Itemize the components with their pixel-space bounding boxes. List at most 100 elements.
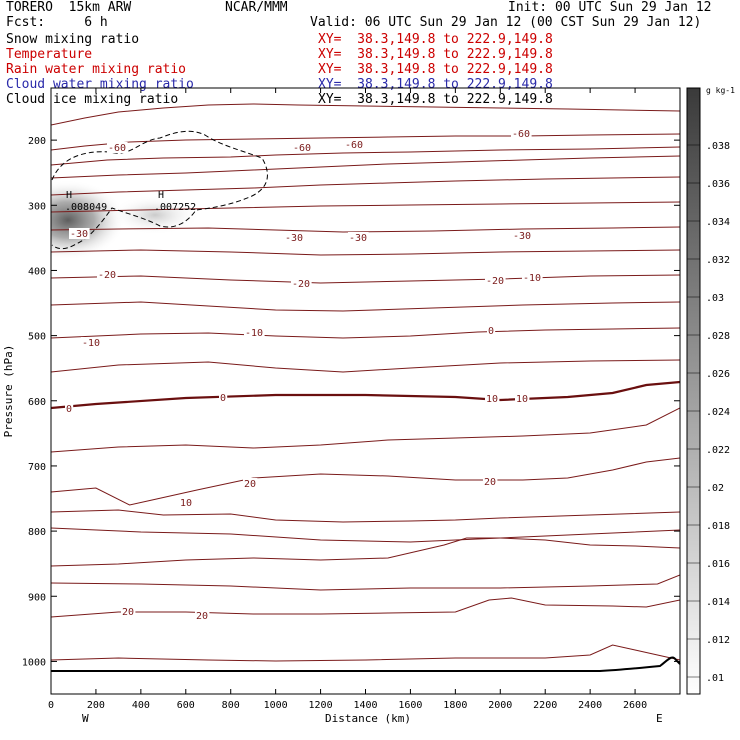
x-axis: 0 200 400 600 800 1000 1200 1400 1600 1800 2000 220…: [48, 88, 647, 711]
shade-max-central: [110, 195, 200, 235]
contour-label: 10: [180, 498, 192, 509]
contour-label: 20: [196, 611, 208, 622]
contour-label-bg: [291, 278, 312, 289]
contour-label: 10: [486, 394, 498, 405]
colorbar-ticks: .01 .012 .014 .016 .018 .02 .022 .024 .026 .028 .0…: [687, 141, 730, 684]
contour-label-bg: [522, 272, 543, 283]
contour-label-bg: [284, 232, 305, 243]
contour-label-bg: [292, 142, 313, 153]
colorbar: .01 .012 .014 .016 .018 .02 .022 .024 .026 .028 .0…: [686, 86, 735, 695]
temperature-isotherm: [51, 226, 680, 233]
max-value-west: .008049: [65, 202, 107, 213]
x-tick-label: 2000: [488, 700, 512, 711]
cloud-ice-contour: [51, 130, 268, 250]
temperature-isotherm: [51, 359, 680, 373]
colorbar-tick-label: .036: [706, 179, 730, 190]
contour-label-bg: [515, 393, 530, 404]
contour-label-bg: [179, 497, 194, 508]
x-axis-label: Distance (km): [325, 712, 411, 725]
temperature-isotherm: [51, 274, 680, 284]
colorbar-tick-label: .038: [706, 141, 730, 152]
colorbar-tick-label: .016: [706, 559, 730, 570]
contour-label: -60: [512, 129, 530, 140]
model-title: TORERO 15km ARW: [6, 0, 132, 15]
contour-label: 0: [488, 326, 494, 337]
contour-label: 20: [244, 479, 256, 490]
colorbar-tick-label: .024: [706, 407, 730, 418]
mixing-ratio-shading: [51, 180, 200, 260]
field-temperature-xy: XY= 38.3,149.8 to 222.9,149.8: [318, 47, 553, 62]
colorbar-unit: g kg-1: [706, 86, 735, 95]
x-tick-label: 2200: [533, 700, 557, 711]
contour-label: 20: [122, 607, 134, 618]
colorbar-tick-label: .032: [706, 255, 730, 266]
init-time: Init: 00 UTC Sun 29 Jan 12: [508, 0, 712, 15]
field-rain: Rain water mixing ratio: [6, 62, 187, 77]
field-cloud-ice: Cloud ice mixing ratio: [6, 92, 179, 107]
endpoint-east: E: [656, 712, 663, 725]
contour-label: -30: [513, 231, 531, 242]
temperature-isotherm: [51, 146, 680, 166]
contour-label-bg: [195, 610, 210, 621]
colorbar-tick-label: .028: [706, 331, 730, 342]
y-tick-label: 800: [28, 527, 46, 538]
contour-label: -30: [349, 233, 367, 244]
contour-label-bg: [512, 230, 533, 241]
endpoint-west: W: [82, 712, 89, 725]
contour-label-bg: [485, 393, 500, 404]
temperature-isotherm: [51, 103, 680, 126]
colorbar-tick-label: .03: [706, 293, 724, 304]
contour-label-bg: [121, 606, 136, 617]
contour-label-bg: [219, 392, 228, 403]
contour-label: -30: [70, 229, 88, 240]
temperature-isotherm: [51, 457, 680, 506]
contour-label: -60: [293, 143, 311, 154]
contour-label-bg: [69, 228, 90, 239]
contour-label: -10: [523, 273, 541, 284]
contour-label: 10: [516, 394, 528, 405]
colorbar-tick-label: .012: [706, 635, 730, 646]
contour-label-bg: [348, 232, 369, 243]
valid-time: Valid: 06 UTC Sun 29 Jan 12 (00 CST Sun …: [310, 15, 702, 30]
contour-label-bg: [65, 403, 74, 414]
x-tick-label: 1400: [353, 700, 377, 711]
contour-label: 20: [484, 477, 496, 488]
temperature-isotherm: [51, 176, 680, 196]
colorbar-tick-label: .01: [706, 673, 724, 684]
field-snow-xy: XY= 38.3,149.8 to 222.9,149.8: [318, 32, 553, 47]
temperature-isotherm: [51, 537, 680, 567]
contour-label: 0: [66, 404, 72, 415]
temperature-isotherm: [51, 597, 680, 618]
colorbar-tick-label: .026: [706, 369, 730, 380]
colorbar-tick-label: .018: [706, 521, 730, 532]
temperature-isotherm: [51, 407, 680, 453]
y-tick-label: 1000: [22, 657, 46, 668]
contour-label-bg: [243, 478, 258, 489]
y-tick-label: 200: [28, 136, 46, 147]
temperature-isotherm: [51, 301, 680, 312]
x-tick-label: 600: [177, 700, 195, 711]
y-axis-label: Pressure (hPa): [2, 345, 15, 438]
temperature-isotherm: [51, 509, 680, 523]
contour-label-bg: [244, 327, 265, 338]
y-tick-label: 400: [28, 266, 46, 277]
x-tick-label: 200: [87, 700, 105, 711]
field-snow: Snow mixing ratio: [6, 32, 140, 47]
colorbar-tick-label: .02: [706, 483, 724, 494]
terrain-line: [51, 656, 681, 672]
field-cloud-ice-xy: XY= 38.3,149.8 to 222.9,149.8: [318, 92, 553, 107]
temperature-isotherm: [51, 201, 680, 213]
contour-label: -20: [486, 276, 504, 287]
colorbar-tick-label: .014: [706, 597, 730, 608]
shade-max-west: [51, 180, 126, 260]
center-title: NCAR/MMM: [225, 0, 288, 15]
contour-label: -60: [108, 143, 126, 154]
contour-label-bg: [344, 139, 365, 150]
y-tick-label: 600: [28, 397, 46, 408]
contour-label: -20: [292, 279, 310, 290]
field-temperature: Temperature: [6, 47, 93, 62]
temperature-isotherm: [51, 327, 680, 339]
temperature-isotherm: [51, 249, 680, 256]
colorbar-tick-label: .022: [706, 445, 730, 456]
